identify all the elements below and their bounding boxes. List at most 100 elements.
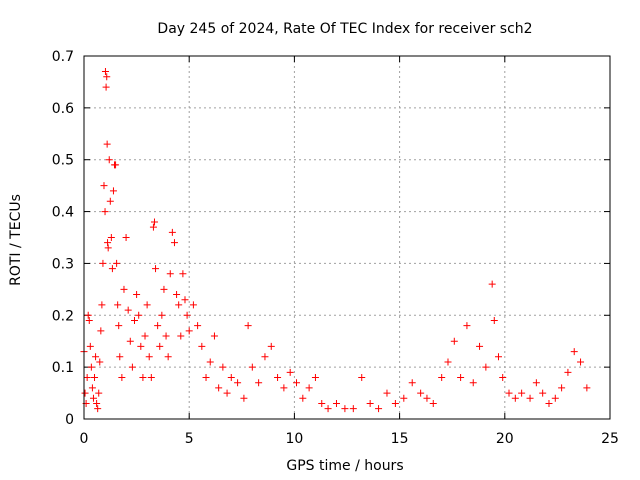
data-point xyxy=(511,394,519,402)
y-tick-label: 0.6 xyxy=(52,101,74,117)
data-point xyxy=(175,301,183,309)
x-tick-label: 10 xyxy=(285,431,303,447)
y-tick-label: 0.1 xyxy=(52,360,74,376)
data-point xyxy=(332,399,340,407)
data-point xyxy=(97,327,105,335)
x-tick-label: 15 xyxy=(391,431,409,447)
data-point xyxy=(168,228,176,236)
data-point xyxy=(417,389,425,397)
x-tick-label: 25 xyxy=(601,431,619,447)
data-point xyxy=(286,368,294,376)
data-point xyxy=(116,353,124,361)
data-point xyxy=(274,374,282,382)
data-point xyxy=(488,280,496,288)
data-point xyxy=(160,285,168,293)
data-point xyxy=(150,218,158,226)
data-point xyxy=(101,68,109,76)
data-point xyxy=(103,140,111,148)
data-point xyxy=(147,374,155,382)
data-point xyxy=(99,259,107,267)
data-point xyxy=(469,379,477,387)
data-point xyxy=(88,384,96,392)
data-point xyxy=(124,306,132,314)
data-point xyxy=(126,337,134,345)
data-point xyxy=(240,394,248,402)
data-point xyxy=(106,197,114,205)
data-point xyxy=(293,379,301,387)
x-axis-title: GPS time / hours xyxy=(286,458,403,474)
data-point xyxy=(145,353,153,361)
data-point xyxy=(198,342,206,350)
data-point xyxy=(577,358,585,366)
data-point xyxy=(244,322,252,330)
data-point xyxy=(280,384,288,392)
data-points xyxy=(80,68,591,413)
data-point xyxy=(170,239,178,247)
data-point xyxy=(583,384,591,392)
data-point xyxy=(255,379,263,387)
data-point xyxy=(137,342,145,350)
grid xyxy=(84,56,610,419)
y-tick-label: 0.5 xyxy=(52,153,74,169)
data-point xyxy=(113,259,121,267)
data-point xyxy=(104,239,112,247)
data-point xyxy=(149,223,157,231)
data-point xyxy=(81,389,89,397)
data-point xyxy=(105,156,113,164)
data-point xyxy=(162,332,170,340)
data-point xyxy=(128,363,136,371)
data-point xyxy=(130,316,138,324)
data-point xyxy=(324,405,332,413)
data-point xyxy=(181,296,189,304)
data-point xyxy=(482,363,490,371)
data-point xyxy=(518,389,526,397)
data-point xyxy=(457,374,465,382)
data-point xyxy=(101,208,109,216)
data-point xyxy=(189,301,197,309)
data-point xyxy=(267,342,275,350)
data-point xyxy=(108,265,116,273)
data-point xyxy=(94,405,102,413)
x-tick-label: 20 xyxy=(496,431,514,447)
data-point xyxy=(152,265,160,273)
data-point xyxy=(141,332,149,340)
data-point xyxy=(109,187,117,195)
data-point xyxy=(183,311,191,319)
plot-frame xyxy=(83,55,611,420)
data-point xyxy=(112,161,120,169)
y-tick-label: 0 xyxy=(65,412,74,428)
data-point xyxy=(95,389,103,397)
data-point xyxy=(400,394,408,402)
data-point xyxy=(341,405,349,413)
data-point xyxy=(115,322,123,330)
data-point xyxy=(532,379,540,387)
data-point xyxy=(215,384,223,392)
y-tick-label: 0.4 xyxy=(52,205,74,221)
data-point xyxy=(179,270,187,278)
data-point xyxy=(408,379,416,387)
data-point xyxy=(104,244,112,252)
x-tick-label: 0 xyxy=(80,431,89,447)
data-point xyxy=(429,399,437,407)
data-point xyxy=(135,311,143,319)
data-point xyxy=(261,353,269,361)
data-point xyxy=(318,399,326,407)
data-point xyxy=(87,363,95,371)
data-point xyxy=(564,368,572,376)
data-point xyxy=(100,182,108,190)
data-point xyxy=(164,353,172,361)
data-point xyxy=(103,73,111,81)
data-point xyxy=(185,327,193,335)
data-point xyxy=(305,384,313,392)
data-point xyxy=(545,399,553,407)
data-point xyxy=(444,358,452,366)
data-point xyxy=(122,234,130,241)
data-point xyxy=(551,394,559,402)
data-point xyxy=(156,342,164,350)
data-point xyxy=(194,322,202,330)
data-point xyxy=(85,316,93,324)
data-point xyxy=(120,285,128,293)
x-tick-label: 5 xyxy=(185,431,194,447)
